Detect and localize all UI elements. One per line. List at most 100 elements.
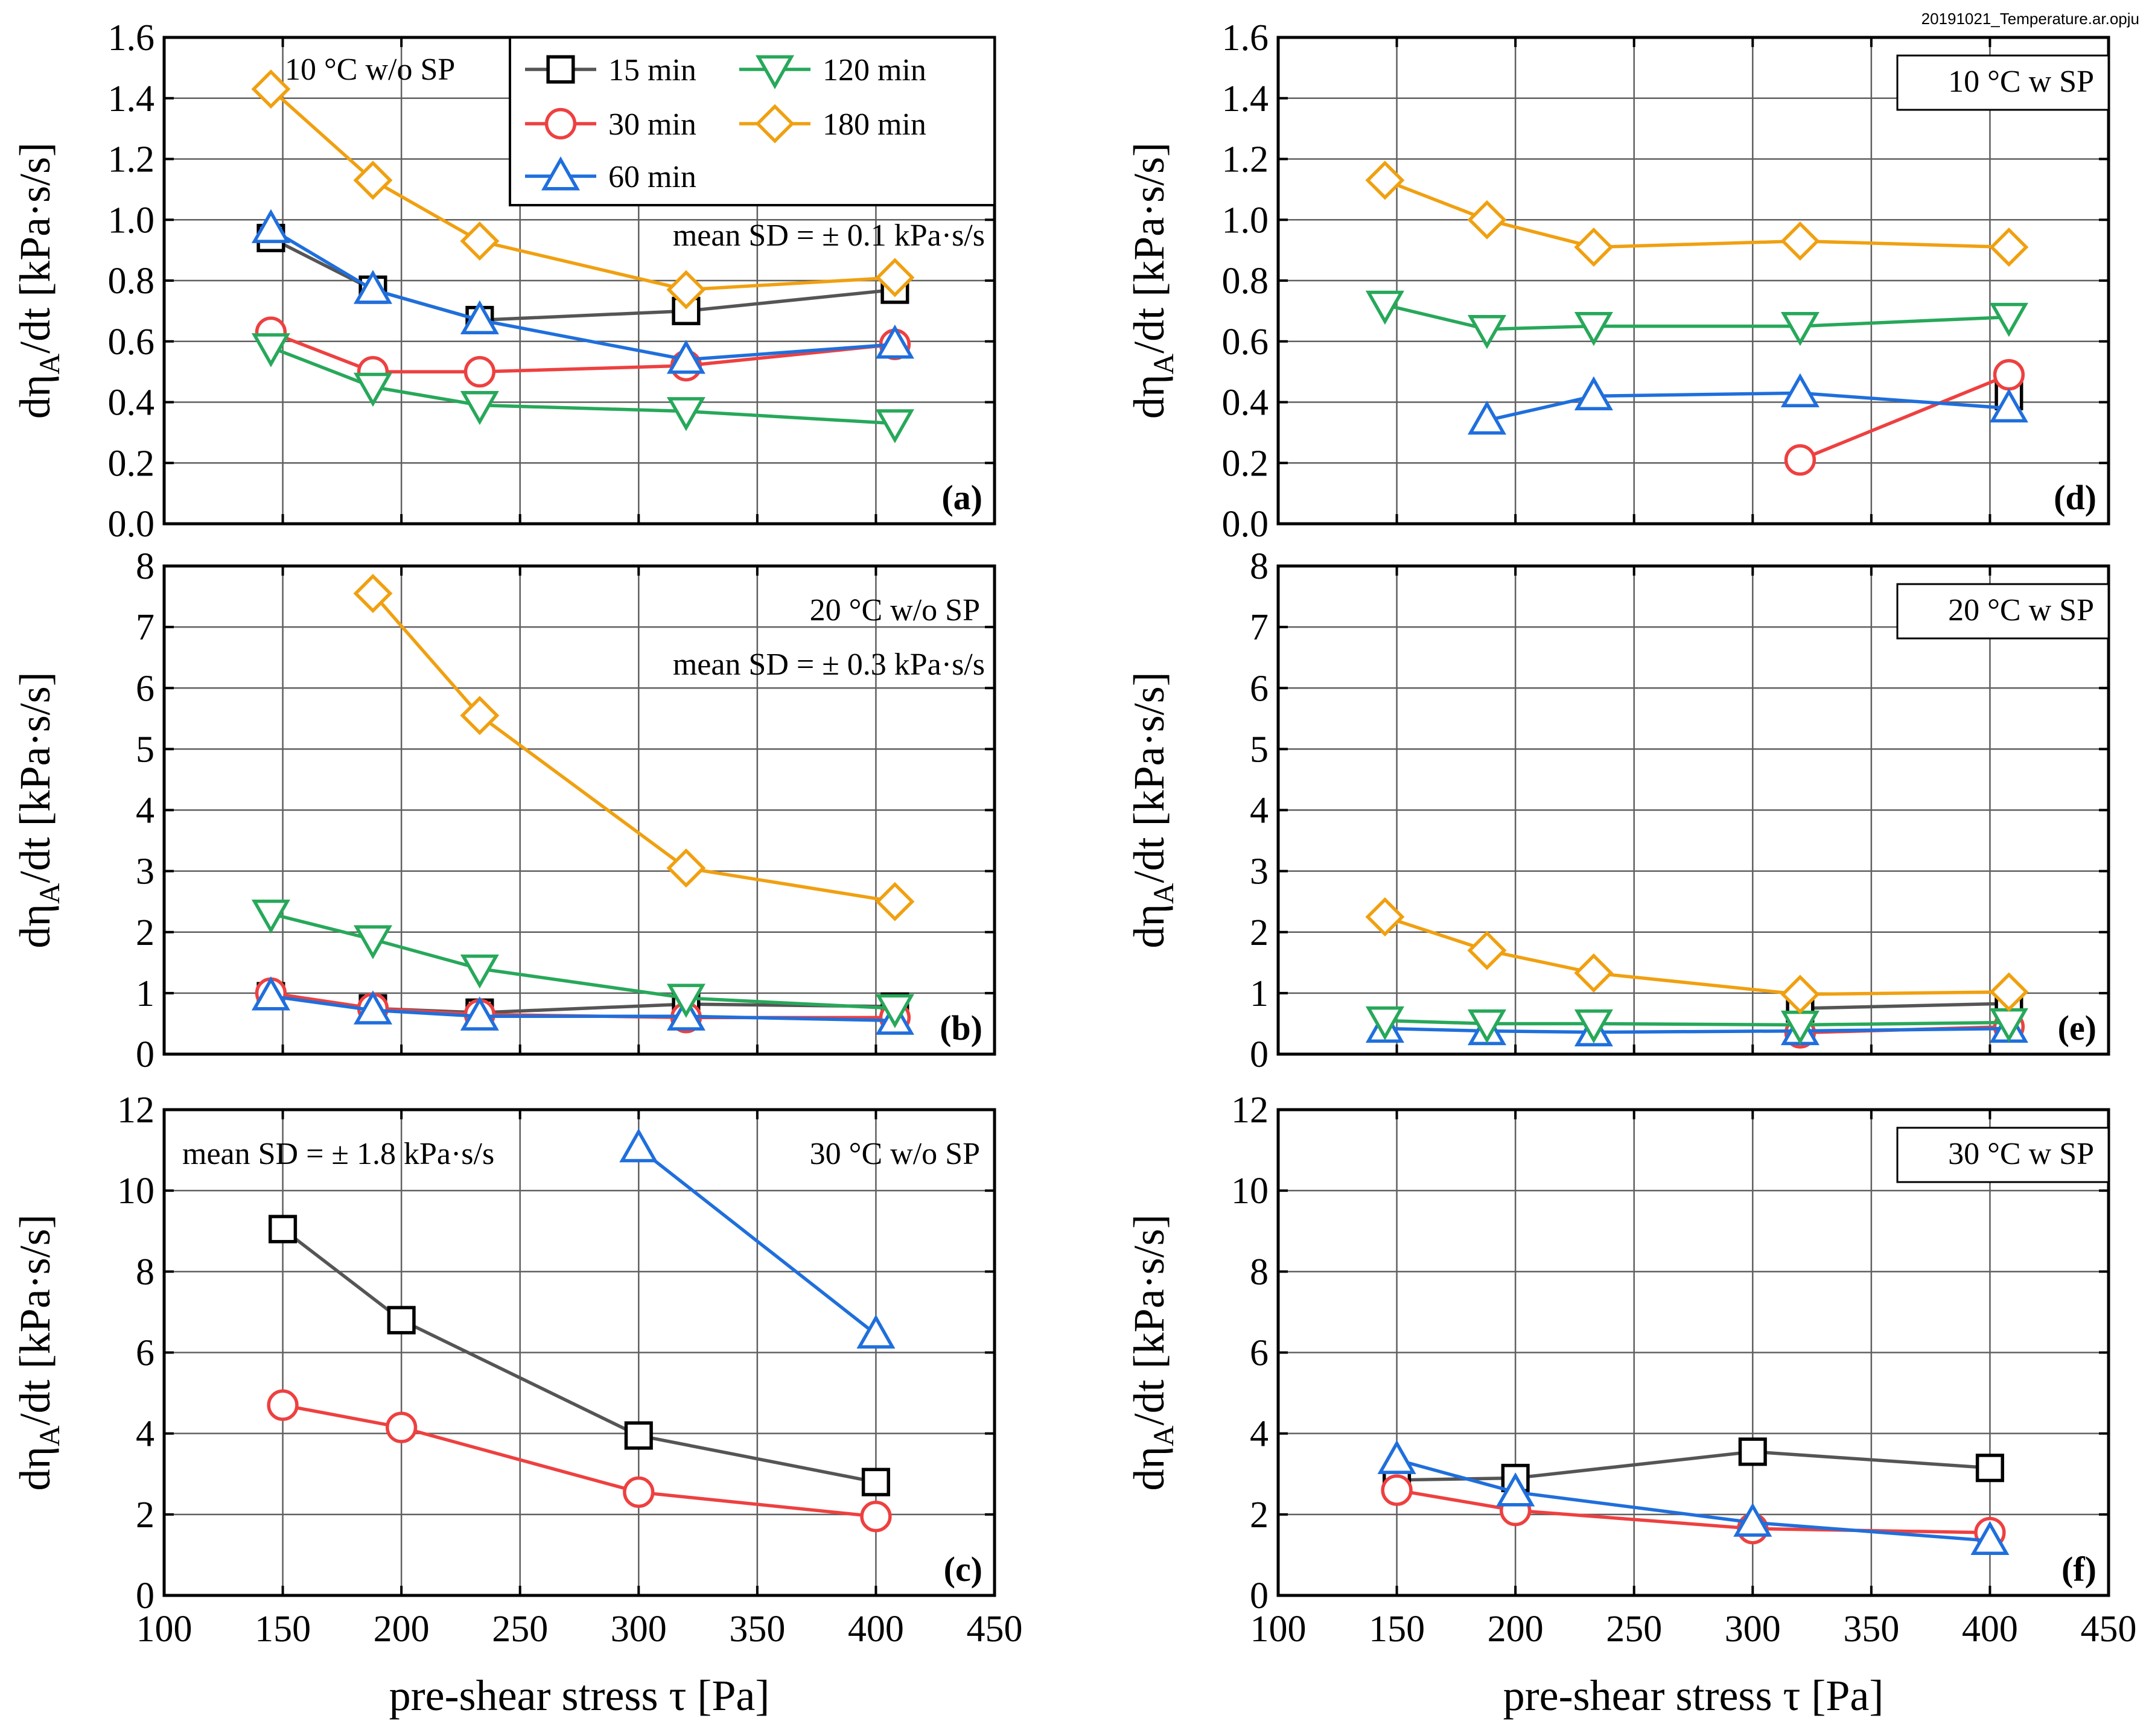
- y-tick-label: 10: [1231, 1171, 1269, 1212]
- data-point: [861, 1467, 890, 1496]
- data-point: [353, 161, 393, 200]
- data-point: [1467, 1009, 1506, 1044]
- data-point: [460, 996, 499, 1031]
- legend-label: 180 min: [823, 107, 926, 142]
- x-tick-label: 250: [1606, 1609, 1662, 1650]
- y-tick-label: 1: [1250, 973, 1269, 1014]
- y-tick-label: 4: [136, 1414, 154, 1455]
- data-point: [666, 397, 705, 431]
- data-point: [1780, 221, 1820, 261]
- data-point: [1574, 953, 1614, 993]
- series-line: [282, 1404, 876, 1518]
- file-name-label: 20191021_Temperature.ar.opju: [1921, 10, 2139, 28]
- data-point: [1365, 161, 1405, 200]
- data-point: [1365, 897, 1405, 936]
- x-tick-label: 100: [136, 1609, 193, 1650]
- data-point: [251, 333, 290, 367]
- series-line: [371, 592, 896, 903]
- title-box: [1896, 583, 2110, 640]
- y-tick-label: 0.6: [1222, 322, 1269, 363]
- x-tick-label: 150: [1369, 1609, 1425, 1650]
- title-box: [1896, 1127, 2110, 1183]
- data-point: [875, 258, 915, 297]
- y-tick-label: 7: [136, 607, 154, 648]
- legend-marker: [546, 55, 575, 84]
- y-axis-label: dηA/dt [kPa·s/s]: [11, 1214, 66, 1490]
- series-line: [281, 1227, 876, 1484]
- data-point: [385, 1411, 418, 1443]
- y-tick-label: 0.0: [108, 504, 155, 545]
- series-group: [251, 574, 915, 1035]
- x-tick-label: 100: [1250, 1609, 1307, 1650]
- plot-frame: [1276, 36, 2110, 526]
- data-point: [1784, 444, 1816, 476]
- grid: [1278, 566, 2109, 1054]
- series-15-min: [1383, 1437, 2004, 1495]
- data-point: [1989, 388, 2028, 423]
- y-tick-label: 0.0: [1222, 504, 1269, 545]
- y-tick-label: 0: [136, 1034, 154, 1075]
- data-point: [1574, 376, 1613, 410]
- x-tick-label: 350: [1843, 1609, 1899, 1650]
- data-point: [1496, 1472, 1535, 1507]
- y-tick-label: 1: [136, 973, 154, 1014]
- data-point: [353, 990, 392, 1025]
- data-point: [1574, 312, 1613, 346]
- panel-e: 0 1 2 3 4 5 6 7 8 dηA/dt [kPa·s/s] 20 °C w SP (e): [1125, 546, 2110, 1075]
- data-point: [1780, 373, 1819, 407]
- series-line: [1396, 1488, 1990, 1534]
- y-tick-label: 3: [136, 851, 154, 892]
- legend: 15 min 120 min 30 min 180 min 60 min: [509, 36, 996, 206]
- legend-label: 15 min: [608, 53, 696, 87]
- data-point: [460, 221, 500, 261]
- data-point: [1989, 972, 2029, 1012]
- series-group: [251, 69, 915, 444]
- series-group: [267, 1128, 896, 1533]
- plot-frame: [1276, 1108, 2110, 1597]
- series-30-min: [267, 1389, 892, 1533]
- data-point: [860, 1501, 892, 1533]
- panel-label: (e): [2058, 1008, 2096, 1048]
- x-tick-label: 250: [492, 1609, 548, 1650]
- series-120-min: [251, 899, 914, 1029]
- y-tick-label: 1.6: [1222, 17, 1269, 59]
- x-tick-label: 350: [729, 1609, 785, 1650]
- plot-frame: [162, 564, 996, 1056]
- panel-label: (f): [2061, 1550, 2096, 1589]
- data-point: [460, 954, 499, 989]
- data-point: [666, 270, 706, 310]
- y-tick-label: 1.0: [1222, 200, 1269, 241]
- series-180-min: [251, 69, 915, 310]
- data-point: [460, 696, 500, 736]
- x-tick-label: 200: [1488, 1609, 1544, 1650]
- data-point: [1780, 975, 1820, 1014]
- legend-label: 30 min: [608, 107, 696, 142]
- panels: 0.0 0.2 0.4 0.6 0.8 1.0 1.2 1.4 1.6 dηA/dt [kPa·s…: [11, 17, 2137, 1720]
- y-tick-label: 8: [1250, 546, 1269, 587]
- data-point: [267, 1389, 299, 1421]
- x-axis-label: pre-shear stress τ [Pa]: [389, 1671, 770, 1720]
- series-line: [1396, 1450, 1990, 1482]
- x-tick-label: 200: [374, 1609, 430, 1650]
- y-tick-label: 1.4: [108, 78, 155, 119]
- data-point: [1975, 1454, 2004, 1483]
- legend-marker: [755, 104, 795, 144]
- title-box: [1896, 54, 2110, 111]
- series-120-min: [1365, 1006, 2028, 1045]
- y-tick-label: 0.4: [1222, 383, 1269, 424]
- data-point: [1989, 302, 2028, 337]
- sd-annotation: mean SD = ± 0.1 kPa·s/s: [673, 218, 985, 253]
- plot-frame: [162, 1108, 996, 1597]
- y-tick-label: 0: [1250, 1575, 1269, 1617]
- grid: [164, 566, 995, 1054]
- series-60-min: [619, 1128, 896, 1349]
- series-60-min: [1365, 1008, 2028, 1047]
- y-tick-label: 0: [136, 1575, 154, 1617]
- data-point: [353, 574, 393, 613]
- y-tick-label: 2: [1250, 1495, 1269, 1536]
- data-point: [460, 390, 499, 425]
- y-axis-label: dηA/dt [kPa·s/s]: [1125, 1214, 1180, 1490]
- y-tick-label: 8: [136, 1251, 154, 1292]
- series-line: [1486, 391, 2010, 422]
